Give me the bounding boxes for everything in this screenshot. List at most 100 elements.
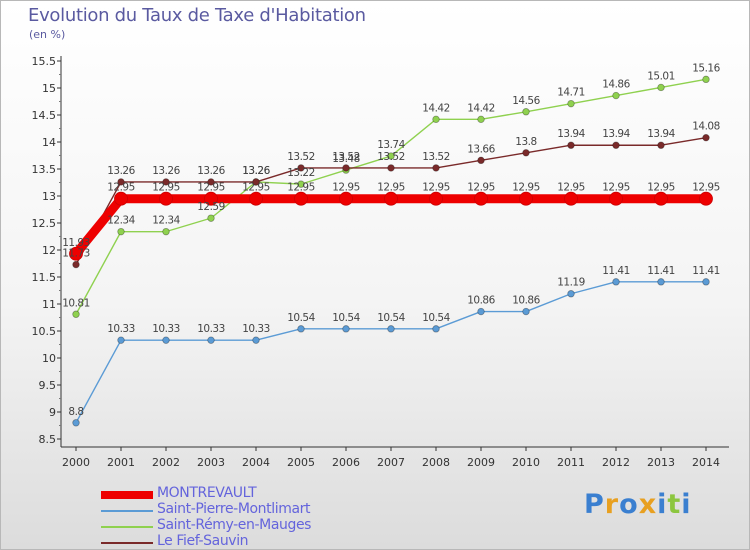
y-tick-label: 11.5 — [32, 271, 57, 284]
data-point-saint-pierre-montlimart — [72, 419, 80, 427]
data-label-saint-pierre-montlimart: 10.86 — [512, 295, 540, 307]
x-tick-label: 2004 — [242, 456, 270, 469]
legend-swatch-saint-pierre-montlimart — [101, 510, 153, 512]
data-label-le-fief-sauvin: 13.26 — [242, 165, 270, 177]
data-label-saint-pierre-montlimart: 10.86 — [467, 295, 495, 307]
data-point-saint-remy-en-mauges — [522, 108, 530, 116]
legend-item-le-fief-sauvin: Le Fief-Sauvin — [101, 533, 421, 549]
data-label-saint-remy-en-mauges: 13.26 — [242, 165, 270, 177]
y-tick-label: 8.5 — [39, 433, 57, 446]
logo-letter: i — [681, 489, 692, 520]
data-label-le-fief-sauvin: 13.94 — [647, 128, 675, 140]
data-label-montrevault: 12.95 — [422, 182, 450, 194]
data-label-montrevault: 12.95 — [332, 182, 360, 194]
x-tick-label: 2002 — [152, 456, 180, 469]
logo-letter: i — [657, 489, 668, 520]
y-tick-label: 15 — [42, 82, 56, 95]
y-tick-label: 12 — [42, 244, 56, 257]
data-point-saint-pierre-montlimart — [162, 336, 170, 344]
data-label-saint-remy-en-mauges: 13.22 — [287, 167, 315, 179]
x-tick-label: 2011 — [557, 456, 585, 469]
data-point-le-fief-sauvin — [522, 149, 530, 157]
y-tick-label: 15.5 — [32, 55, 57, 68]
data-label-saint-remy-en-mauges: 10.81 — [62, 297, 90, 309]
data-label-saint-remy-en-mauges: 12.59 — [197, 201, 225, 213]
legend-label-saint-pierre-montlimart: Saint-Pierre-Montlimart — [157, 501, 311, 517]
data-label-montrevault: 12.95 — [512, 182, 540, 194]
data-point-montrevault — [429, 191, 443, 206]
data-point-saint-pierre-montlimart — [207, 336, 215, 344]
data-point-le-fief-sauvin — [117, 178, 125, 186]
logo-letter: o — [619, 489, 639, 520]
data-label-saint-remy-en-mauges: 13.74 — [377, 139, 405, 151]
data-point-saint-remy-en-mauges — [477, 115, 485, 124]
logo-letter: x — [638, 489, 658, 520]
data-labels: 10.81 12.34 12.34 12.59 13.26 13.22 13.48 13.74… — [62, 62, 721, 418]
data-point-saint-pierre-montlimart — [252, 336, 260, 344]
x-tick-label: 2000 — [62, 456, 90, 469]
data-point-le-fief-sauvin — [387, 164, 395, 172]
data-point-saint-remy-en-mauges — [207, 214, 215, 222]
series-line-saint-pierre-montlimart — [75, 281, 707, 424]
data-point-saint-pierre-montlimart — [612, 278, 620, 286]
data-point-le-fief-sauvin — [657, 141, 665, 149]
legend-label-le-fief-sauvin: Le Fief-Sauvin — [157, 533, 249, 549]
data-label-saint-pierre-montlimart: 8.8 — [68, 406, 83, 418]
data-label-le-fief-sauvin: 13.52 — [332, 151, 360, 163]
series-saint-remy-en-mauges — [72, 75, 710, 318]
y-unit-label: (en %) — [29, 28, 66, 41]
data-point-le-fief-sauvin — [342, 164, 350, 172]
data-point-saint-pierre-montlimart — [477, 307, 485, 316]
data-label-saint-remy-en-mauges: 15.16 — [692, 62, 720, 74]
y-tick-label: 12.5 — [32, 217, 57, 230]
data-label-saint-pierre-montlimart: 10.54 — [287, 312, 315, 324]
y-tick-label: 10.5 — [32, 325, 57, 338]
data-label-saint-pierre-montlimart: 11.41 — [647, 265, 675, 277]
data-point-le-fief-sauvin — [432, 164, 440, 172]
data-label-montrevault: 12.95 — [287, 182, 315, 194]
x-tick-label: 2013 — [647, 456, 675, 469]
data-point-saint-remy-en-mauges — [612, 91, 620, 100]
data-label-le-fief-sauvin: 11.73 — [62, 248, 90, 260]
data-point-montrevault — [294, 191, 308, 206]
data-label-le-fief-sauvin: 13.26 — [107, 165, 135, 177]
data-point-montrevault — [474, 191, 488, 206]
data-point-montrevault — [519, 191, 533, 206]
data-label-montrevault: 12.95 — [647, 182, 675, 194]
data-point-le-fief-sauvin — [567, 141, 575, 149]
legend-swatch-le-fief-sauvin — [101, 542, 153, 544]
data-label-saint-pierre-montlimart: 10.33 — [152, 323, 180, 335]
data-point-le-fief-sauvin — [477, 156, 485, 165]
series-le-fief-sauvin — [72, 133, 710, 269]
y-tick-label: 14 — [42, 136, 56, 149]
series-saint-pierre-montlimart — [72, 278, 710, 427]
data-label-saint-pierre-montlimart: 11.41 — [692, 265, 720, 277]
data-point-montrevault — [69, 246, 83, 261]
data-label-saint-remy-en-mauges: 12.34 — [152, 215, 180, 227]
data-point-saint-pierre-montlimart — [657, 278, 665, 286]
x-tick-label: 2001 — [107, 456, 135, 469]
x-tick-label: 2003 — [197, 456, 225, 469]
y-tick-label: 14.5 — [32, 109, 57, 122]
y-tick-label: 9 — [49, 406, 56, 419]
data-point-saint-remy-en-mauges — [657, 83, 665, 92]
data-label-saint-remy-en-mauges: 14.42 — [467, 102, 495, 114]
data-label-montrevault: 12.95 — [107, 182, 135, 194]
data-label-saint-pierre-montlimart: 11.41 — [602, 265, 630, 277]
data-label-saint-remy-en-mauges: 15.01 — [647, 70, 675, 82]
data-label-montrevault: 12.95 — [242, 182, 270, 194]
data-label-saint-remy-en-mauges: 13.48 — [332, 153, 360, 165]
data-point-le-fief-sauvin — [252, 178, 260, 186]
data-label-saint-pierre-montlimart: 10.54 — [332, 312, 360, 324]
data-label-le-fief-sauvin: 13.94 — [557, 128, 585, 140]
legend-item-montrevault: MONTREVAULT — [101, 485, 421, 502]
data-point-montrevault — [384, 191, 398, 206]
data-point-le-fief-sauvin — [162, 178, 170, 186]
axes: 8.5 9 9.5 10 10.5 11 11.5 12 12.5 13 13.5 14 14.5 15 1… — [32, 55, 729, 469]
data-label-montrevault: 12.95 — [197, 182, 225, 194]
data-label-montrevault: 12.95 — [692, 182, 720, 194]
data-label-le-fief-sauvin: 14.08 — [692, 121, 720, 133]
x-tick-label: 2014 — [692, 456, 720, 469]
